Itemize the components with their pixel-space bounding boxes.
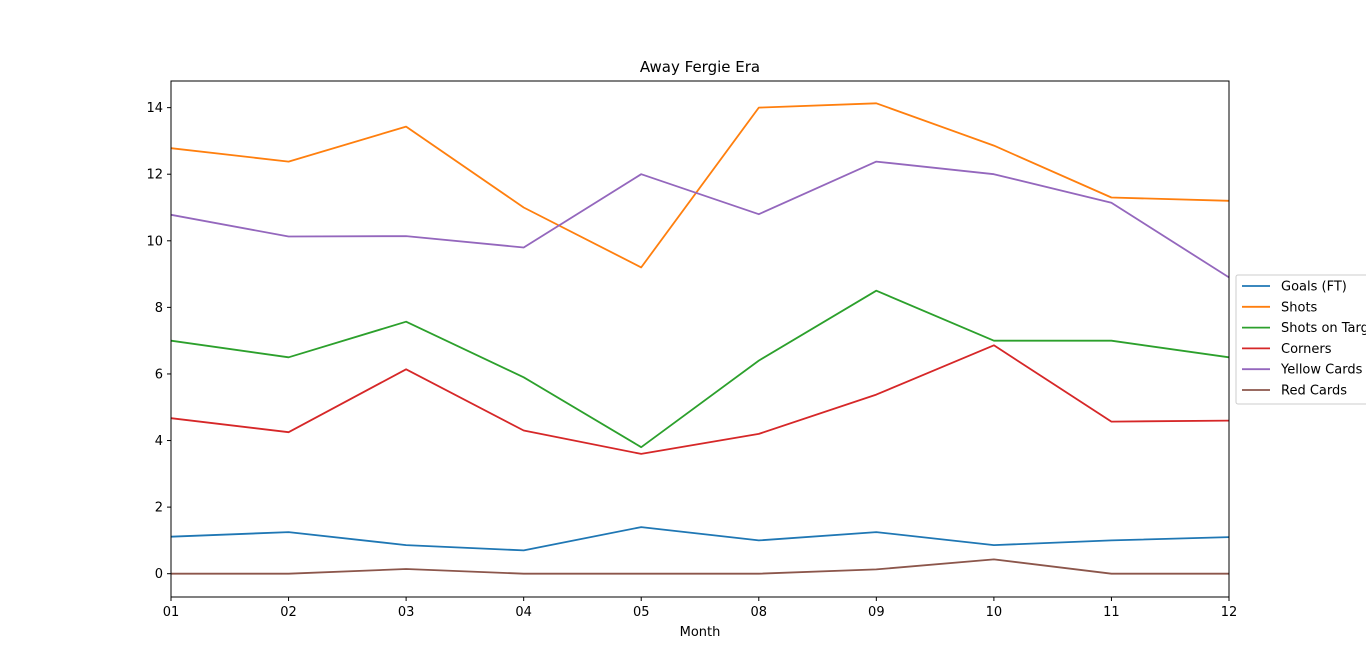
series-line-goals-ft [171, 526, 1229, 552]
legend-entry-label: Yellow Cards [1280, 363, 1363, 378]
legend-entry-label: Red Cards [1281, 384, 1347, 399]
series-layer [171, 102, 1229, 575]
y-tick-label: 12 [146, 168, 163, 183]
x-tick-label: 01 [163, 605, 180, 620]
y-tick-label: 0 [155, 567, 163, 582]
x-tick-label: 10 [986, 605, 1003, 620]
legend-entry-label: Shots on Target [1281, 321, 1366, 336]
y-axis: 0 2 4 6 8 10 12 14 [146, 101, 171, 582]
x-tick-label: 05 [633, 605, 650, 620]
legend-entry-label: Shots [1281, 300, 1318, 315]
plot-frame [170, 80, 1230, 598]
x-tick-label: 03 [398, 605, 415, 620]
y-tick-label: 8 [155, 301, 163, 316]
legend: Goals (FT) Shots Shots on Target Corners Yel… [1235, 274, 1366, 405]
x-tick-label: 02 [280, 605, 297, 620]
legend-entry-label: Corners [1281, 342, 1332, 357]
y-tick-label: 6 [155, 367, 163, 382]
chart-title: Away Fergie Era [640, 58, 760, 76]
x-tick-label: 09 [868, 605, 885, 620]
y-tick-label: 10 [146, 234, 163, 249]
x-axis: 01 02 03 04 05 08 09 10 11 12 [163, 597, 1238, 620]
y-tick-label: 14 [146, 101, 163, 116]
series-line-corners [171, 344, 1229, 455]
x-tick-label: 08 [751, 605, 768, 620]
y-tick-label: 2 [155, 501, 163, 516]
series-line-shots [171, 102, 1229, 269]
legend-entry-label: Goals (FT) [1281, 280, 1347, 295]
series-line-red-cards [171, 558, 1229, 575]
x-tick-label: 11 [1103, 605, 1120, 620]
x-tick-label: 12 [1221, 605, 1238, 620]
y-tick-label: 4 [155, 434, 163, 449]
series-line-shots-on-target [171, 289, 1229, 449]
series-line-yellow-cards [171, 160, 1229, 279]
x-axis-label: Month [680, 625, 721, 640]
x-tick-label: 04 [515, 605, 532, 620]
